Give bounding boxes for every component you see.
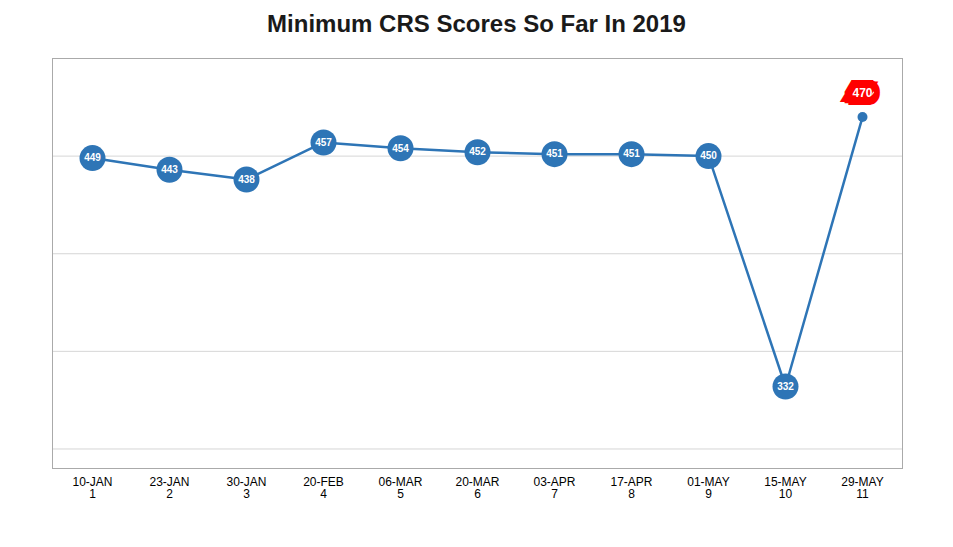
svg-text:23-JAN2: 23-JAN2 (149, 475, 189, 501)
svg-text:29-MAY11: 29-MAY11 (841, 475, 883, 501)
svg-text:443: 443 (161, 164, 178, 175)
svg-text:332: 332 (777, 381, 794, 392)
svg-text:450: 450 (700, 150, 717, 161)
svg-text:06-MAR5: 06-MAR5 (378, 475, 422, 501)
svg-text:01-MAY9: 01-MAY9 (687, 475, 729, 501)
svg-text:15-MAY10: 15-MAY10 (764, 475, 806, 501)
svg-text:20-FEB4: 20-FEB4 (303, 475, 344, 501)
svg-text:10-JAN1: 10-JAN1 (72, 475, 112, 501)
svg-text:20-MAR6: 20-MAR6 (455, 475, 499, 501)
svg-text:17-APR8: 17-APR8 (610, 475, 652, 501)
svg-text:449: 449 (84, 152, 101, 163)
html-text:Minimum CRS Scores So Far In 2: Minimum CRS Scores So Far In 2019 (267, 10, 686, 37)
svg-text:454: 454 (392, 143, 409, 154)
svg-text:457: 457 (315, 137, 332, 148)
svg-text:470: 470 (852, 86, 872, 100)
svg-text:438: 438 (238, 174, 255, 185)
svg-text:452: 452 (469, 146, 486, 157)
svg-text:30-JAN3: 30-JAN3 (226, 475, 266, 501)
svg-text:451: 451 (623, 148, 640, 159)
svg-text:451: 451 (546, 148, 563, 159)
svg-text:03-APR7: 03-APR7 (533, 475, 575, 501)
